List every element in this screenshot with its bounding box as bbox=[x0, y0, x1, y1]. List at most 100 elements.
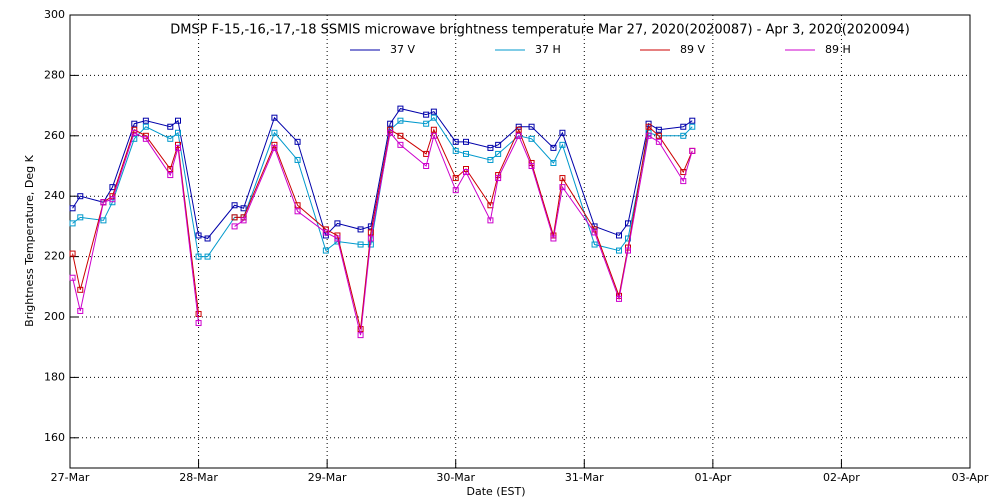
point-marker bbox=[655, 132, 662, 139]
point-marker bbox=[334, 235, 341, 242]
point-marker bbox=[655, 138, 662, 145]
point-marker bbox=[294, 208, 301, 215]
point-marker bbox=[689, 147, 696, 154]
point-marker bbox=[495, 141, 502, 148]
x-tick-label: 03-Apr bbox=[952, 471, 989, 484]
point-marker bbox=[204, 235, 211, 242]
point-marker bbox=[430, 132, 437, 139]
x-tick-label: 02-Apr bbox=[823, 471, 860, 484]
point-marker bbox=[397, 132, 404, 139]
point-marker bbox=[645, 132, 652, 139]
y-axis-label: Brightness Temperature, Deg K bbox=[23, 154, 36, 326]
legend-label: 89 V bbox=[680, 43, 705, 56]
point-marker bbox=[559, 141, 566, 148]
point-marker bbox=[528, 123, 535, 130]
point-marker bbox=[430, 108, 437, 115]
point-marker bbox=[69, 220, 76, 227]
point-marker bbox=[195, 320, 202, 327]
point-marker bbox=[367, 229, 374, 236]
point-marker bbox=[423, 150, 430, 157]
point-marker bbox=[452, 138, 459, 145]
point-marker bbox=[77, 307, 84, 314]
point-marker bbox=[680, 132, 687, 139]
point-marker bbox=[689, 117, 696, 124]
x-tick-label: 30-Mar bbox=[436, 471, 475, 484]
y-tick-label: 240 bbox=[44, 189, 65, 202]
point-marker bbox=[175, 141, 181, 148]
point-marker bbox=[591, 241, 598, 248]
point-marker bbox=[204, 253, 211, 260]
point-marker bbox=[655, 126, 662, 133]
chart-title: DMSP F-15,-16,-17,-18 SSMIS microwave br… bbox=[170, 23, 910, 38]
point-marker bbox=[231, 202, 238, 209]
point-marker bbox=[680, 123, 687, 130]
x-tick-label: 27-Mar bbox=[51, 471, 90, 484]
series-line bbox=[234, 125, 693, 330]
point-marker bbox=[559, 129, 566, 136]
x-tick-label: 29-Mar bbox=[308, 471, 347, 484]
point-marker bbox=[550, 159, 557, 166]
point-marker bbox=[423, 163, 430, 169]
y-tick-label: 280 bbox=[44, 68, 65, 81]
point-marker bbox=[680, 178, 687, 185]
point-marker bbox=[367, 235, 374, 242]
point-marker bbox=[423, 111, 430, 118]
point-marker bbox=[645, 123, 652, 130]
point-marker bbox=[528, 163, 535, 169]
legend-label: 37 V bbox=[390, 43, 415, 56]
point-marker bbox=[109, 196, 116, 203]
point-marker bbox=[357, 241, 364, 248]
point-marker bbox=[463, 169, 469, 176]
point-marker bbox=[167, 135, 174, 142]
series-line bbox=[234, 131, 693, 336]
point-marker bbox=[142, 135, 149, 142]
point-marker bbox=[452, 187, 459, 194]
point-marker bbox=[69, 274, 76, 281]
point-marker bbox=[559, 184, 566, 191]
point-marker bbox=[487, 217, 494, 224]
point-marker bbox=[430, 114, 437, 121]
point-marker bbox=[430, 126, 437, 133]
point-marker bbox=[495, 175, 502, 182]
plot-frame bbox=[69, 14, 971, 469]
point-marker bbox=[559, 175, 566, 182]
legend-label: 89 H bbox=[825, 43, 851, 56]
point-marker bbox=[689, 123, 696, 130]
point-marker bbox=[423, 120, 430, 127]
point-marker bbox=[334, 220, 341, 227]
point-marker bbox=[550, 235, 557, 242]
point-marker bbox=[175, 144, 181, 151]
point-marker bbox=[616, 247, 622, 254]
point-marker bbox=[397, 105, 404, 112]
point-marker bbox=[142, 117, 149, 124]
point-marker bbox=[616, 232, 622, 239]
point-marker bbox=[77, 214, 84, 221]
y-tick-label: 180 bbox=[44, 370, 65, 383]
point-marker bbox=[616, 295, 622, 302]
y-tick-label: 220 bbox=[44, 250, 65, 263]
point-marker bbox=[195, 310, 202, 317]
point-marker bbox=[271, 144, 278, 151]
point-marker bbox=[515, 126, 522, 133]
series-line bbox=[72, 129, 200, 315]
point-marker bbox=[322, 247, 329, 254]
point-marker bbox=[231, 214, 238, 221]
x-tick-label: 31-Mar bbox=[565, 471, 604, 484]
point-marker bbox=[195, 253, 202, 260]
point-marker bbox=[69, 205, 76, 212]
x-tick-label: 01-Apr bbox=[694, 471, 731, 484]
point-marker bbox=[495, 150, 502, 157]
point-marker bbox=[195, 232, 202, 239]
point-marker bbox=[452, 175, 459, 182]
point-marker bbox=[322, 229, 329, 236]
point-marker bbox=[591, 229, 598, 236]
point-marker bbox=[167, 172, 174, 179]
point-marker bbox=[271, 114, 278, 121]
point-marker bbox=[100, 217, 107, 224]
point-marker bbox=[357, 332, 364, 339]
point-marker bbox=[240, 217, 247, 224]
point-marker bbox=[175, 129, 181, 136]
point-marker bbox=[271, 129, 278, 136]
legend-label: 37 H bbox=[535, 43, 561, 56]
